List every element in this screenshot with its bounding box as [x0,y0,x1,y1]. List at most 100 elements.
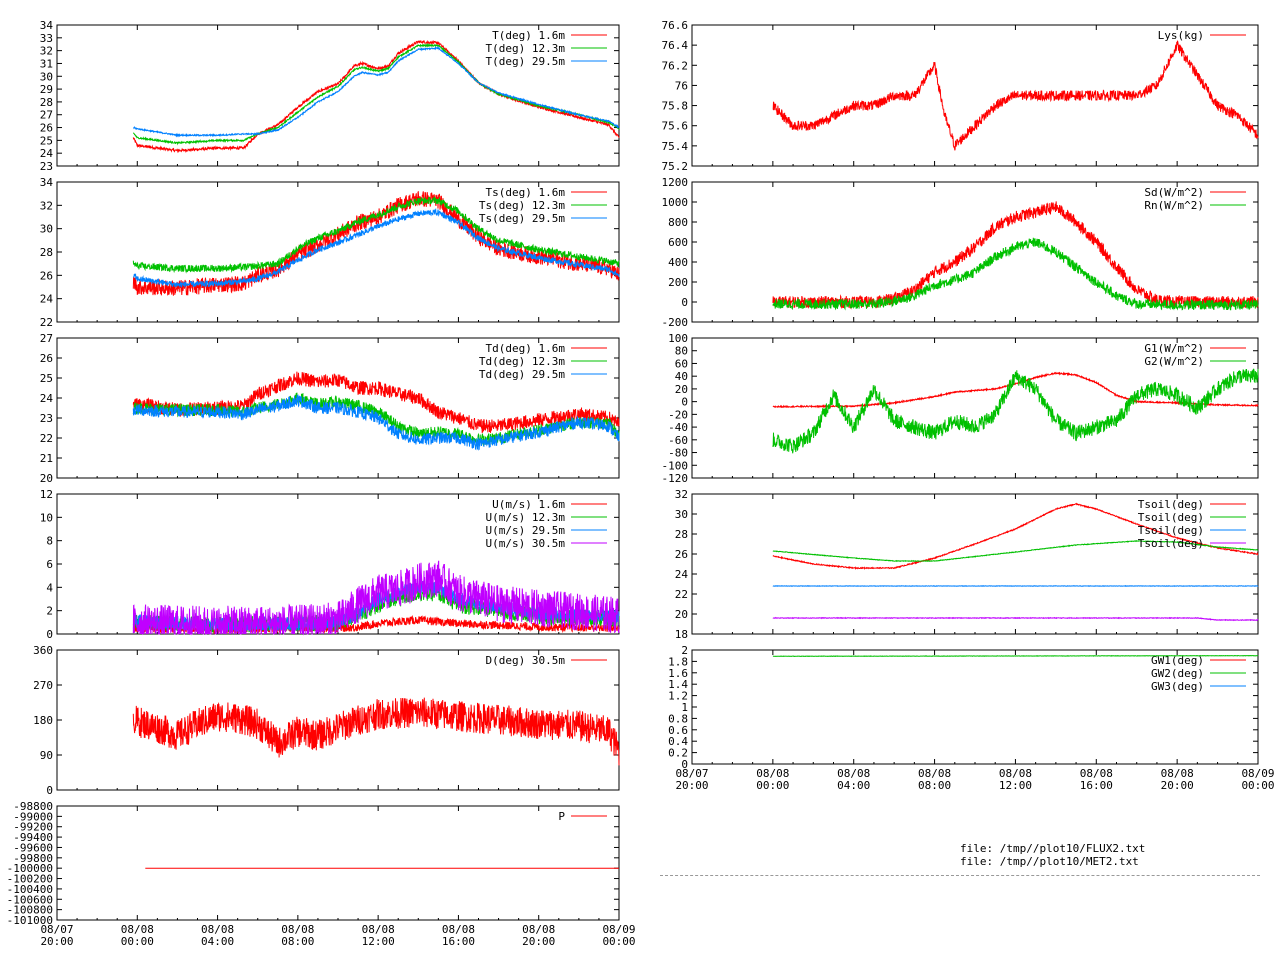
legend-label: Tsoil(deg) [1138,511,1204,524]
y-tick-label: 22 [40,432,53,445]
y-tick-label: 270 [33,679,53,692]
y-tick-label: 22 [675,588,688,601]
y-tick-label: 25 [40,372,53,385]
y-tick-label: 24 [40,147,54,160]
x-tick-label-time: 08:00 [918,779,951,792]
series-line-green [773,656,1258,657]
y-tick-label: 2 [681,644,688,657]
legend-label: U(m/s) 12.3m [486,511,566,524]
x-tick-label-time: 08:00 [281,935,314,948]
y-tick-label: 100 [668,332,688,345]
y-tick-label: 400 [668,256,688,269]
series-line-red [773,201,1258,308]
series-line-green [773,369,1258,454]
y-tick-label: -200 [662,316,689,329]
y-tick-label: 0 [46,784,53,797]
legend-label: D(deg) 30.5m [486,654,566,667]
legend-label: U(m/s) 29.5m [486,524,566,537]
y-tick-label: 0 [681,296,688,309]
file-list: file: /tmp//plot10/FLUX2.txt file: /tmp/… [960,842,1145,868]
y-tick-label: 75.6 [662,120,689,133]
y-tick-label: 24 [40,293,54,306]
y-tick-label: 30 [675,508,688,521]
y-tick-label: 34 [40,176,54,189]
y-tick-label: 0 [46,628,53,641]
chart-panel-p: -101000-100800-100600-100400-100200-1000… [7,800,636,948]
x-tick-label-time: 16:00 [442,935,475,948]
x-tick-label-time: 12:00 [362,935,395,948]
y-tick-label: 75.8 [662,100,689,113]
legend-label: Sd(W/m^2) [1144,186,1204,199]
y-tick-label: 90 [40,749,53,762]
series-line-red [133,698,619,766]
y-tick-label: 27 [40,109,53,122]
y-tick-label: 200 [668,276,688,289]
divider [660,875,1260,876]
y-tick-label: 6 [46,558,53,571]
y-tick-label: 1.6 [668,667,688,680]
x-tick-label-time: 00:00 [121,935,154,948]
legend-label: Tsoil(deg) [1138,498,1204,511]
y-tick-label: 0.4 [668,735,688,748]
y-tick-label: 18 [675,628,688,641]
x-tick-label-time: 20:00 [522,935,555,948]
y-tick-label: 60 [675,357,688,370]
y-tick-label: 1.2 [668,690,688,703]
x-tick-label-time: 00:00 [602,935,635,948]
legend-label: T(deg) 12.3m [486,42,566,55]
y-tick-label: 180 [33,714,53,727]
y-tick-label: 32 [40,199,53,212]
y-tick-label: -60 [668,434,688,447]
y-tick-label: 76.6 [662,19,689,32]
chart-panel-g: -120-100-80-60-40-20020406080100G1(W/m^2… [662,332,1259,485]
y-tick-label: 0.8 [668,712,688,725]
x-tick-label-time: 04:00 [201,935,234,948]
legend-label: Rn(W/m^2) [1144,199,1204,212]
y-tick-label: -100 [662,459,689,472]
file-label-met: file: /tmp//plot10/MET2.txt [960,855,1145,868]
y-tick-label: 32 [40,45,53,58]
chart-panel-tsoil: 1820222426283032Tsoil(deg)Tsoil(deg)Tsoi… [675,488,1258,641]
legend-label: U(m/s) 1.6m [492,498,565,511]
legend-label: T(deg) 1.6m [492,29,565,42]
y-tick-label: 80 [675,345,688,358]
plot-frame [692,25,1258,166]
legend-label: Ts(deg) 1.6m [486,186,566,199]
y-tick-label: 26 [675,548,688,561]
x-tick-label-time: 16:00 [1080,779,1113,792]
y-tick-label: 8 [46,535,53,548]
x-tick-label-time: 20:00 [1161,779,1194,792]
legend-label: Lys(kg) [1158,29,1204,42]
y-tick-label: 1.4 [668,678,688,691]
legend-label: Td(deg) 29.5m [479,368,565,381]
legend-label: G2(W/m^2) [1144,355,1204,368]
legend-label: Tsoil(deg) [1138,524,1204,537]
y-tick-label: 1000 [662,196,689,209]
y-tick-label: 2 [46,605,53,618]
y-tick-label: 40 [675,370,688,383]
y-tick-label: 24 [40,392,54,405]
y-tick-label: 0.6 [668,724,688,737]
chart-panel-gw: 00.20.40.60.811.21.41.61.8208/0720:0008/… [668,644,1274,792]
y-tick-label: 24 [675,568,689,581]
legend-label: G1(W/m^2) [1144,342,1204,355]
y-tick-label: 76.4 [662,39,689,52]
legend-label: U(m/s) 30.5m [486,537,566,550]
y-tick-label: 20 [675,383,688,396]
y-tick-label: 26 [40,352,53,365]
y-tick-label: 800 [668,216,688,229]
y-tick-label: 4 [46,581,53,594]
y-tick-label: -120 [662,472,689,485]
y-tick-label: 20 [675,608,688,621]
y-tick-label: 33 [40,32,53,45]
y-tick-label: 10 [40,511,53,524]
x-tick-label-time: 20:00 [40,935,73,948]
y-tick-label: 75.2 [662,160,689,173]
file-label-flux: file: /tmp//plot10/FLUX2.txt [960,842,1145,855]
series-line-red [773,41,1258,151]
legend-label: Tsoil(deg) [1138,537,1204,550]
